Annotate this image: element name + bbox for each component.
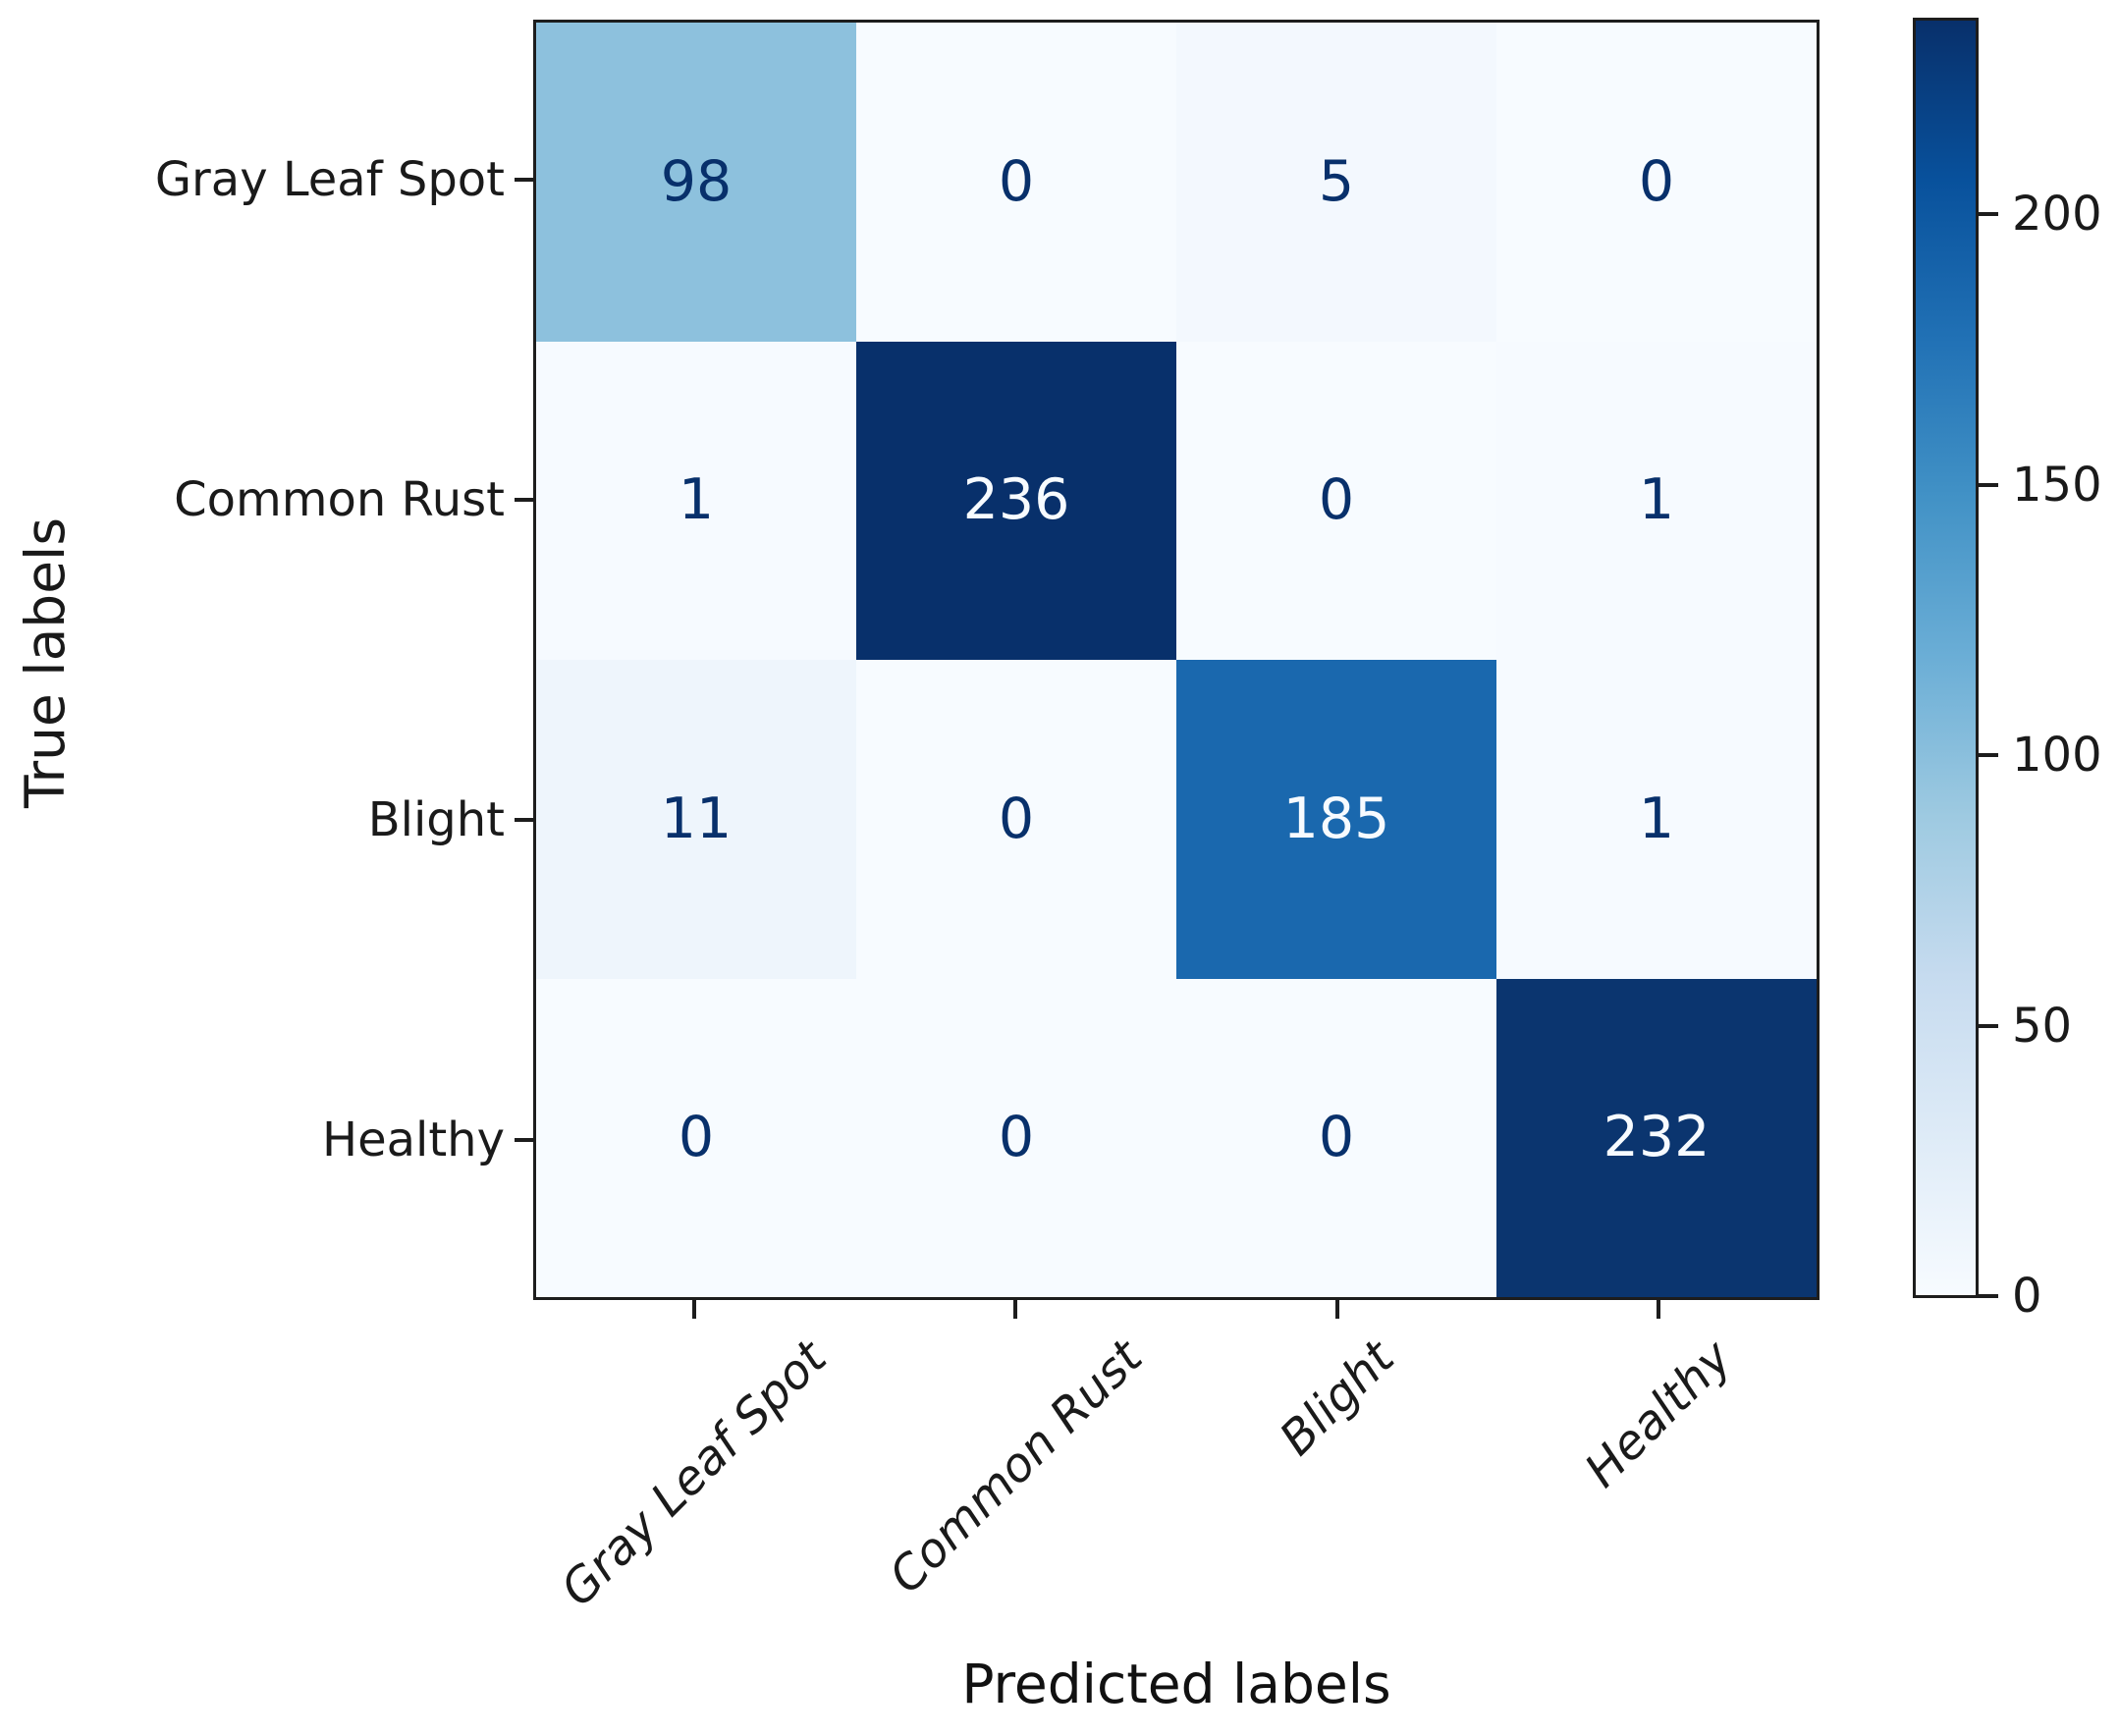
heatmap-grid: 98 0 5 0 1 236 0 1 11 0 185 1 0 0 0 232 bbox=[533, 20, 1820, 1300]
heatmap-cell: 0 bbox=[1176, 341, 1496, 660]
y-axis-tick bbox=[515, 178, 533, 182]
colorbar-tick-label: 200 bbox=[2012, 187, 2102, 243]
heatmap-cell: 185 bbox=[1176, 660, 1496, 979]
x-axis-tick bbox=[691, 1300, 696, 1319]
colorbar-tick-label: 150 bbox=[2012, 457, 2102, 513]
heatmap-cell: 232 bbox=[1496, 978, 1817, 1297]
colorbar-tick bbox=[1979, 1294, 1998, 1298]
heatmap-cell: 0 bbox=[536, 978, 856, 1297]
heatmap-cell: 11 bbox=[536, 660, 856, 979]
heatmap-cell: 0 bbox=[856, 978, 1176, 1297]
y-axis-tick bbox=[515, 498, 533, 502]
colorbar-tick-label: 100 bbox=[2012, 728, 2102, 784]
colorbar-tick bbox=[1979, 212, 1998, 217]
y-axis-tick-label: Common Rust bbox=[174, 472, 505, 527]
heatmap-cell: 1 bbox=[536, 341, 856, 660]
colorbar bbox=[1913, 18, 1979, 1298]
heatmap-cell: 5 bbox=[1176, 23, 1496, 342]
heatmap-cell: 1 bbox=[1496, 341, 1817, 660]
heatmap-cell: 236 bbox=[856, 341, 1176, 660]
heatmap-cell: 0 bbox=[1176, 978, 1496, 1297]
x-axis-tick bbox=[1334, 1300, 1339, 1319]
heatmap-cell: 1 bbox=[1496, 660, 1817, 979]
heatmap-cell: 0 bbox=[856, 23, 1176, 342]
colorbar-tick bbox=[1979, 482, 1998, 487]
x-axis-tick-label: Healthy bbox=[1574, 1329, 1743, 1498]
colorbar-tick-label: 50 bbox=[2012, 998, 2073, 1054]
y-axis-tick bbox=[515, 818, 533, 822]
x-axis-title: Predicted labels bbox=[961, 1653, 1391, 1715]
heatmap-cell: 0 bbox=[1496, 23, 1817, 342]
y-axis-tick-label: Gray Leaf Spot bbox=[154, 152, 505, 207]
x-axis-tick-label: Gray Leaf Spot bbox=[550, 1329, 838, 1617]
colorbar-tick bbox=[1979, 1023, 1998, 1028]
y-axis-tick bbox=[515, 1138, 533, 1142]
x-axis-tick bbox=[1657, 1300, 1661, 1319]
y-axis-title-box: True labels bbox=[6, 373, 84, 952]
heatmap-cell: 98 bbox=[536, 23, 856, 342]
y-axis-tick-label: Healthy bbox=[321, 1112, 505, 1167]
x-axis-tick-label: Blight bbox=[1269, 1329, 1405, 1466]
heatmap-cell: 0 bbox=[856, 660, 1176, 979]
y-axis-title: True labels bbox=[14, 517, 77, 808]
colorbar-tick bbox=[1979, 753, 1998, 758]
x-axis-tick-label: Common Rust bbox=[878, 1329, 1153, 1605]
x-axis-tick bbox=[1013, 1300, 1018, 1319]
colorbar-tick-label: 0 bbox=[2012, 1269, 2042, 1324]
y-axis-tick-label: Blight bbox=[367, 792, 505, 847]
